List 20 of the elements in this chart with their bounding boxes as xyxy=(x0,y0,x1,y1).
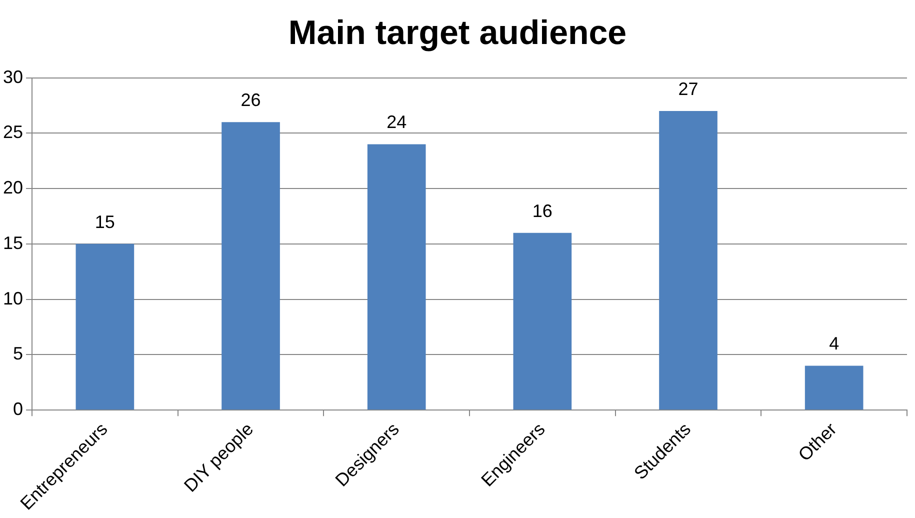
y-tick-label: 5 xyxy=(13,344,24,364)
bar xyxy=(367,144,426,410)
chart-title: Main target audience xyxy=(287,13,628,54)
y-tick-label: 15 xyxy=(2,232,24,253)
data-label: 4 xyxy=(829,334,840,354)
bar xyxy=(222,122,280,410)
data-label: 26 xyxy=(240,90,261,110)
bar xyxy=(513,232,572,410)
bar xyxy=(659,111,718,410)
y-tick-label: 0 xyxy=(13,399,24,420)
data-label: 16 xyxy=(532,200,552,221)
data-label: 15 xyxy=(94,212,115,232)
y-tick-label: 30 xyxy=(2,66,24,87)
bar xyxy=(804,366,864,410)
data-label: 24 xyxy=(386,112,407,132)
bar xyxy=(76,244,134,410)
y-tick-label: 20 xyxy=(2,178,24,198)
data-label: 27 xyxy=(678,78,698,99)
y-tick-label: 25 xyxy=(2,122,24,142)
y-tick-label: 10 xyxy=(2,288,24,308)
